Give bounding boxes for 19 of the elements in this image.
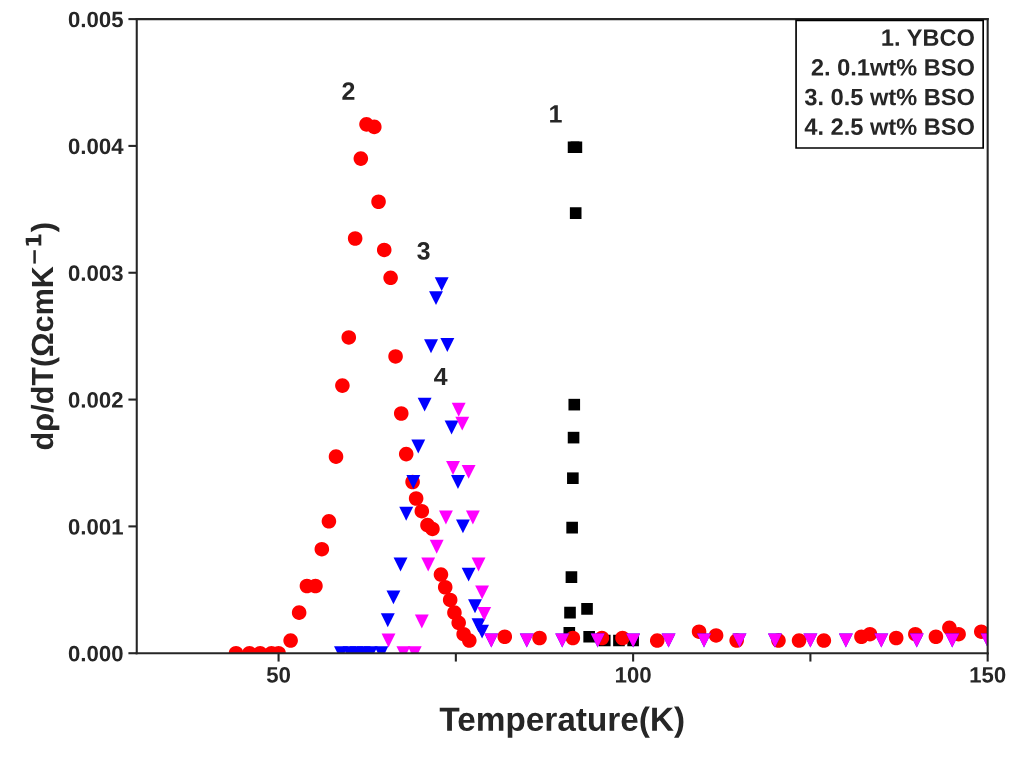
y-tick-label: 0.005: [68, 11, 123, 28]
x-tick-label: 150: [970, 667, 1006, 683]
annotation: 1. YBCO: [882, 29, 974, 46]
annotation: 2. 0.1wt% BSO: [811, 58, 974, 76]
y-tick-label: 0.001: [68, 518, 123, 535]
annotation: 3. 0.5 wt% BSO: [804, 88, 974, 106]
annotation: 4. 2.5 wt% BSO: [804, 118, 974, 136]
series-label: 4: [434, 367, 448, 386]
y-tick-label: 0.004: [68, 138, 124, 155]
y-tick-label: 0.002: [68, 392, 123, 408]
x-axis-title: Temperature(K): [439, 706, 684, 738]
series-label: 3: [417, 242, 430, 260]
series-label: 1: [550, 105, 562, 123]
y-tick-label: 0.003: [68, 265, 123, 282]
y-tick-label: 0.000: [68, 645, 123, 662]
x-tick-label: 100: [615, 667, 651, 683]
x-tick-label: 50: [266, 667, 291, 683]
y-axis-title: dρ/dT(ΩcmK$^{−1}$): [25, 223, 60, 450]
series-label: 2: [342, 82, 355, 100]
